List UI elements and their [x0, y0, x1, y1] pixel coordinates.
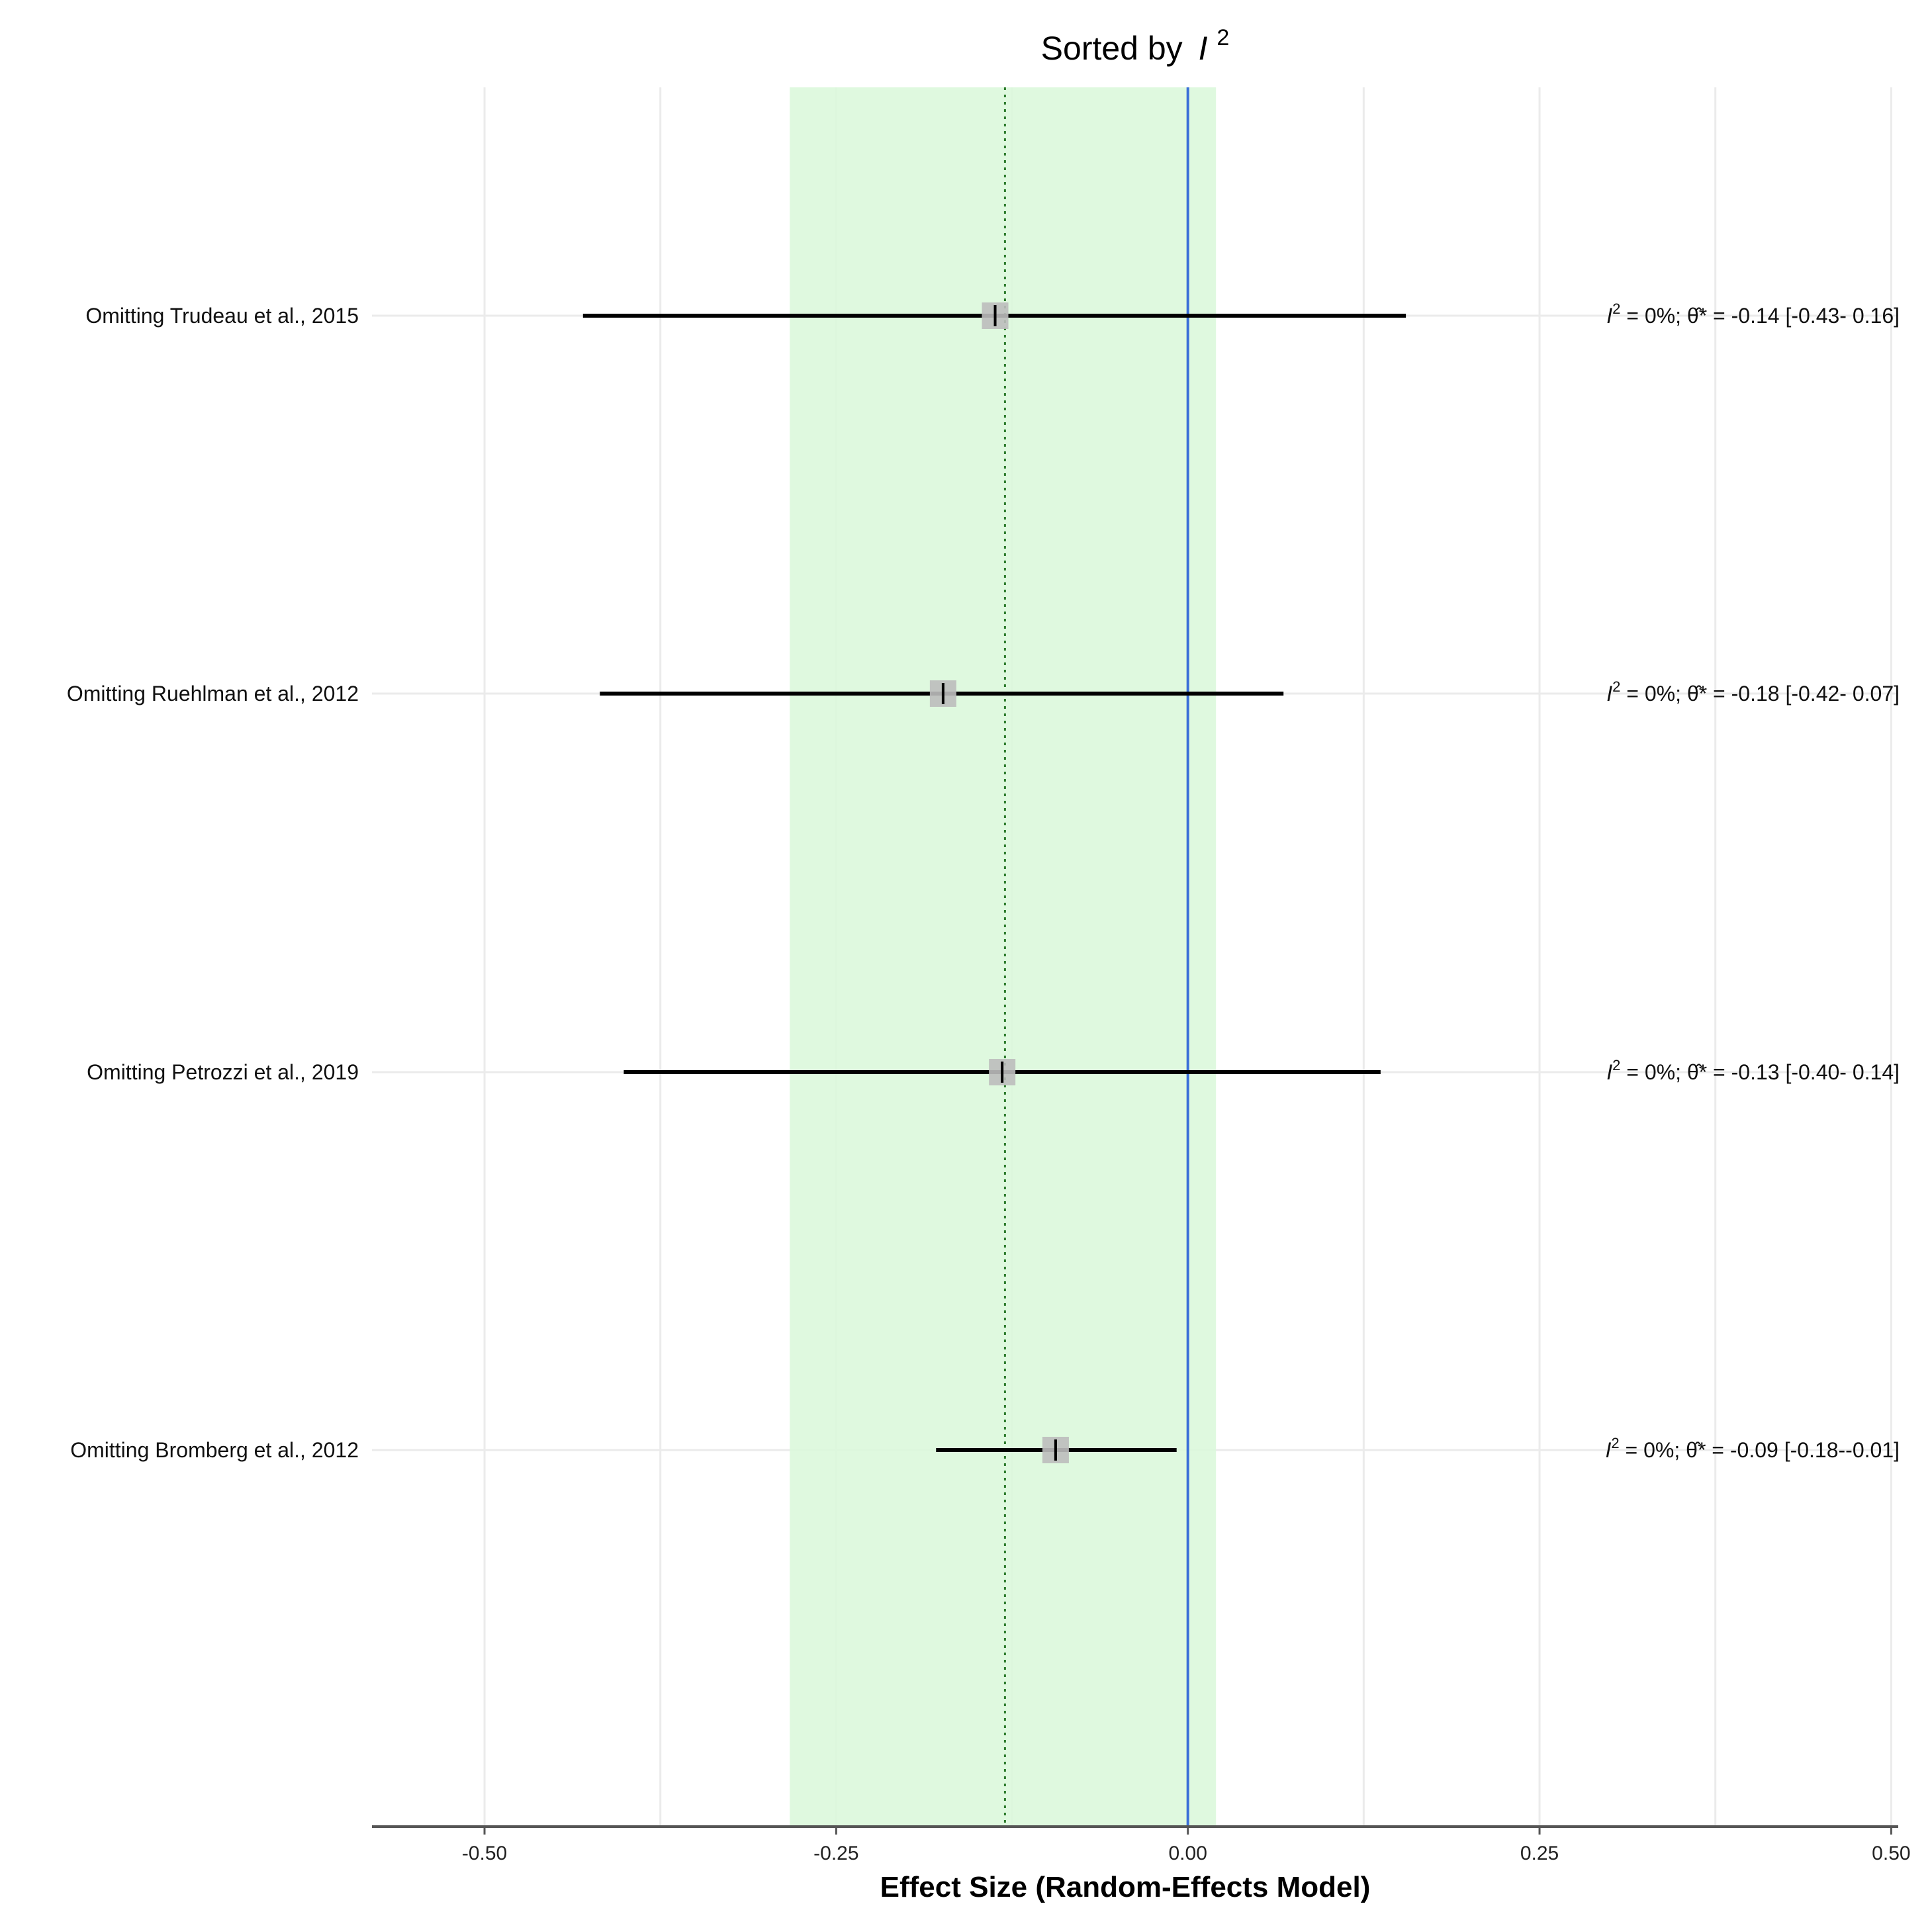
- i2-value: = 0%;: [1620, 1438, 1686, 1462]
- study-row: Omitting Trudeau et al., 2015 I2 = 0%; θ̂…: [85, 300, 1900, 329]
- study-label: Omitting Ruehlman et al., 2012: [67, 682, 359, 705]
- pooled-ci-band: [790, 87, 1217, 1827]
- theta-value: = -0.18 [-0.42- 0.07]: [1707, 682, 1900, 705]
- x-axis-label: Effect Size (Random-Effects Model): [880, 1871, 1371, 1903]
- i2-superscript: 2: [1612, 300, 1620, 317]
- theta-symbol: θ̂*: [1687, 682, 1707, 705]
- x-tick-label: -0.50: [462, 1842, 507, 1864]
- i2-symbol: I: [1606, 1438, 1612, 1462]
- theta-symbol: θ̂*: [1686, 1438, 1706, 1462]
- study-annotation: I2 = 0%; θ̂* = -0.09 [-0.18--0.01]: [1606, 1435, 1900, 1462]
- study-label: Omitting Trudeau et al., 2015: [85, 304, 359, 328]
- study-row: Omitting Petrozzi et al., 2019 I2 = 0%; θ…: [87, 1057, 1900, 1085]
- theta-value: = -0.09 [-0.18--0.01]: [1706, 1438, 1900, 1462]
- study-row: Omitting Ruehlman et al., 2012 I2 = 0%; θ…: [67, 678, 1900, 707]
- i2-symbol: I: [1606, 682, 1612, 705]
- i2-value: = 0%;: [1620, 304, 1687, 328]
- i2-symbol: I: [1606, 1060, 1612, 1084]
- i2-symbol: I: [1606, 304, 1612, 328]
- x-tick-label: 0.25: [1520, 1842, 1559, 1864]
- x-tick-label: -0.25: [813, 1842, 858, 1864]
- study-label: Omitting Petrozzi et al., 2019: [87, 1060, 359, 1084]
- theta-value: = -0.14 [-0.43- 0.16]: [1707, 304, 1900, 328]
- study-row: Omitting Bromberg et al., 2012 I2 = 0%; θ…: [70, 1435, 1900, 1463]
- i2-superscript: 2: [1612, 678, 1620, 695]
- x-axis: -0.50 -0.25 0.00 0.25 0.50: [372, 1825, 1911, 1864]
- i2-value: = 0%;: [1620, 682, 1687, 705]
- theta-symbol: θ̂*: [1687, 1060, 1707, 1084]
- study-annotation: I2 = 0%; θ̂* = -0.13 [-0.40- 0.14]: [1606, 1057, 1900, 1084]
- x-tick-label: 0.00: [1169, 1842, 1207, 1864]
- study-annotation: I2 = 0%; θ̂* = -0.18 [-0.42- 0.07]: [1606, 678, 1900, 705]
- theta-symbol: θ̂*: [1687, 304, 1707, 328]
- theta-value: = -0.13 [-0.40- 0.14]: [1707, 1060, 1900, 1084]
- study-label: Omitting Bromberg et al., 2012: [70, 1438, 359, 1462]
- study-rows: Omitting Trudeau et al., 2015 I2 = 0%; θ̂…: [67, 300, 1900, 1463]
- i2-value: = 0%;: [1620, 1060, 1687, 1084]
- confidence-band-layer: [790, 87, 1217, 1827]
- i2-superscript: 2: [1612, 1057, 1620, 1073]
- chart-title: Sorted by I 2: [1041, 25, 1230, 67]
- study-annotation: I2 = 0%; θ̂* = -0.14 [-0.43- 0.16]: [1606, 300, 1900, 328]
- x-tick-label: 0.50: [1872, 1842, 1910, 1864]
- i2-superscript: 2: [1611, 1435, 1619, 1451]
